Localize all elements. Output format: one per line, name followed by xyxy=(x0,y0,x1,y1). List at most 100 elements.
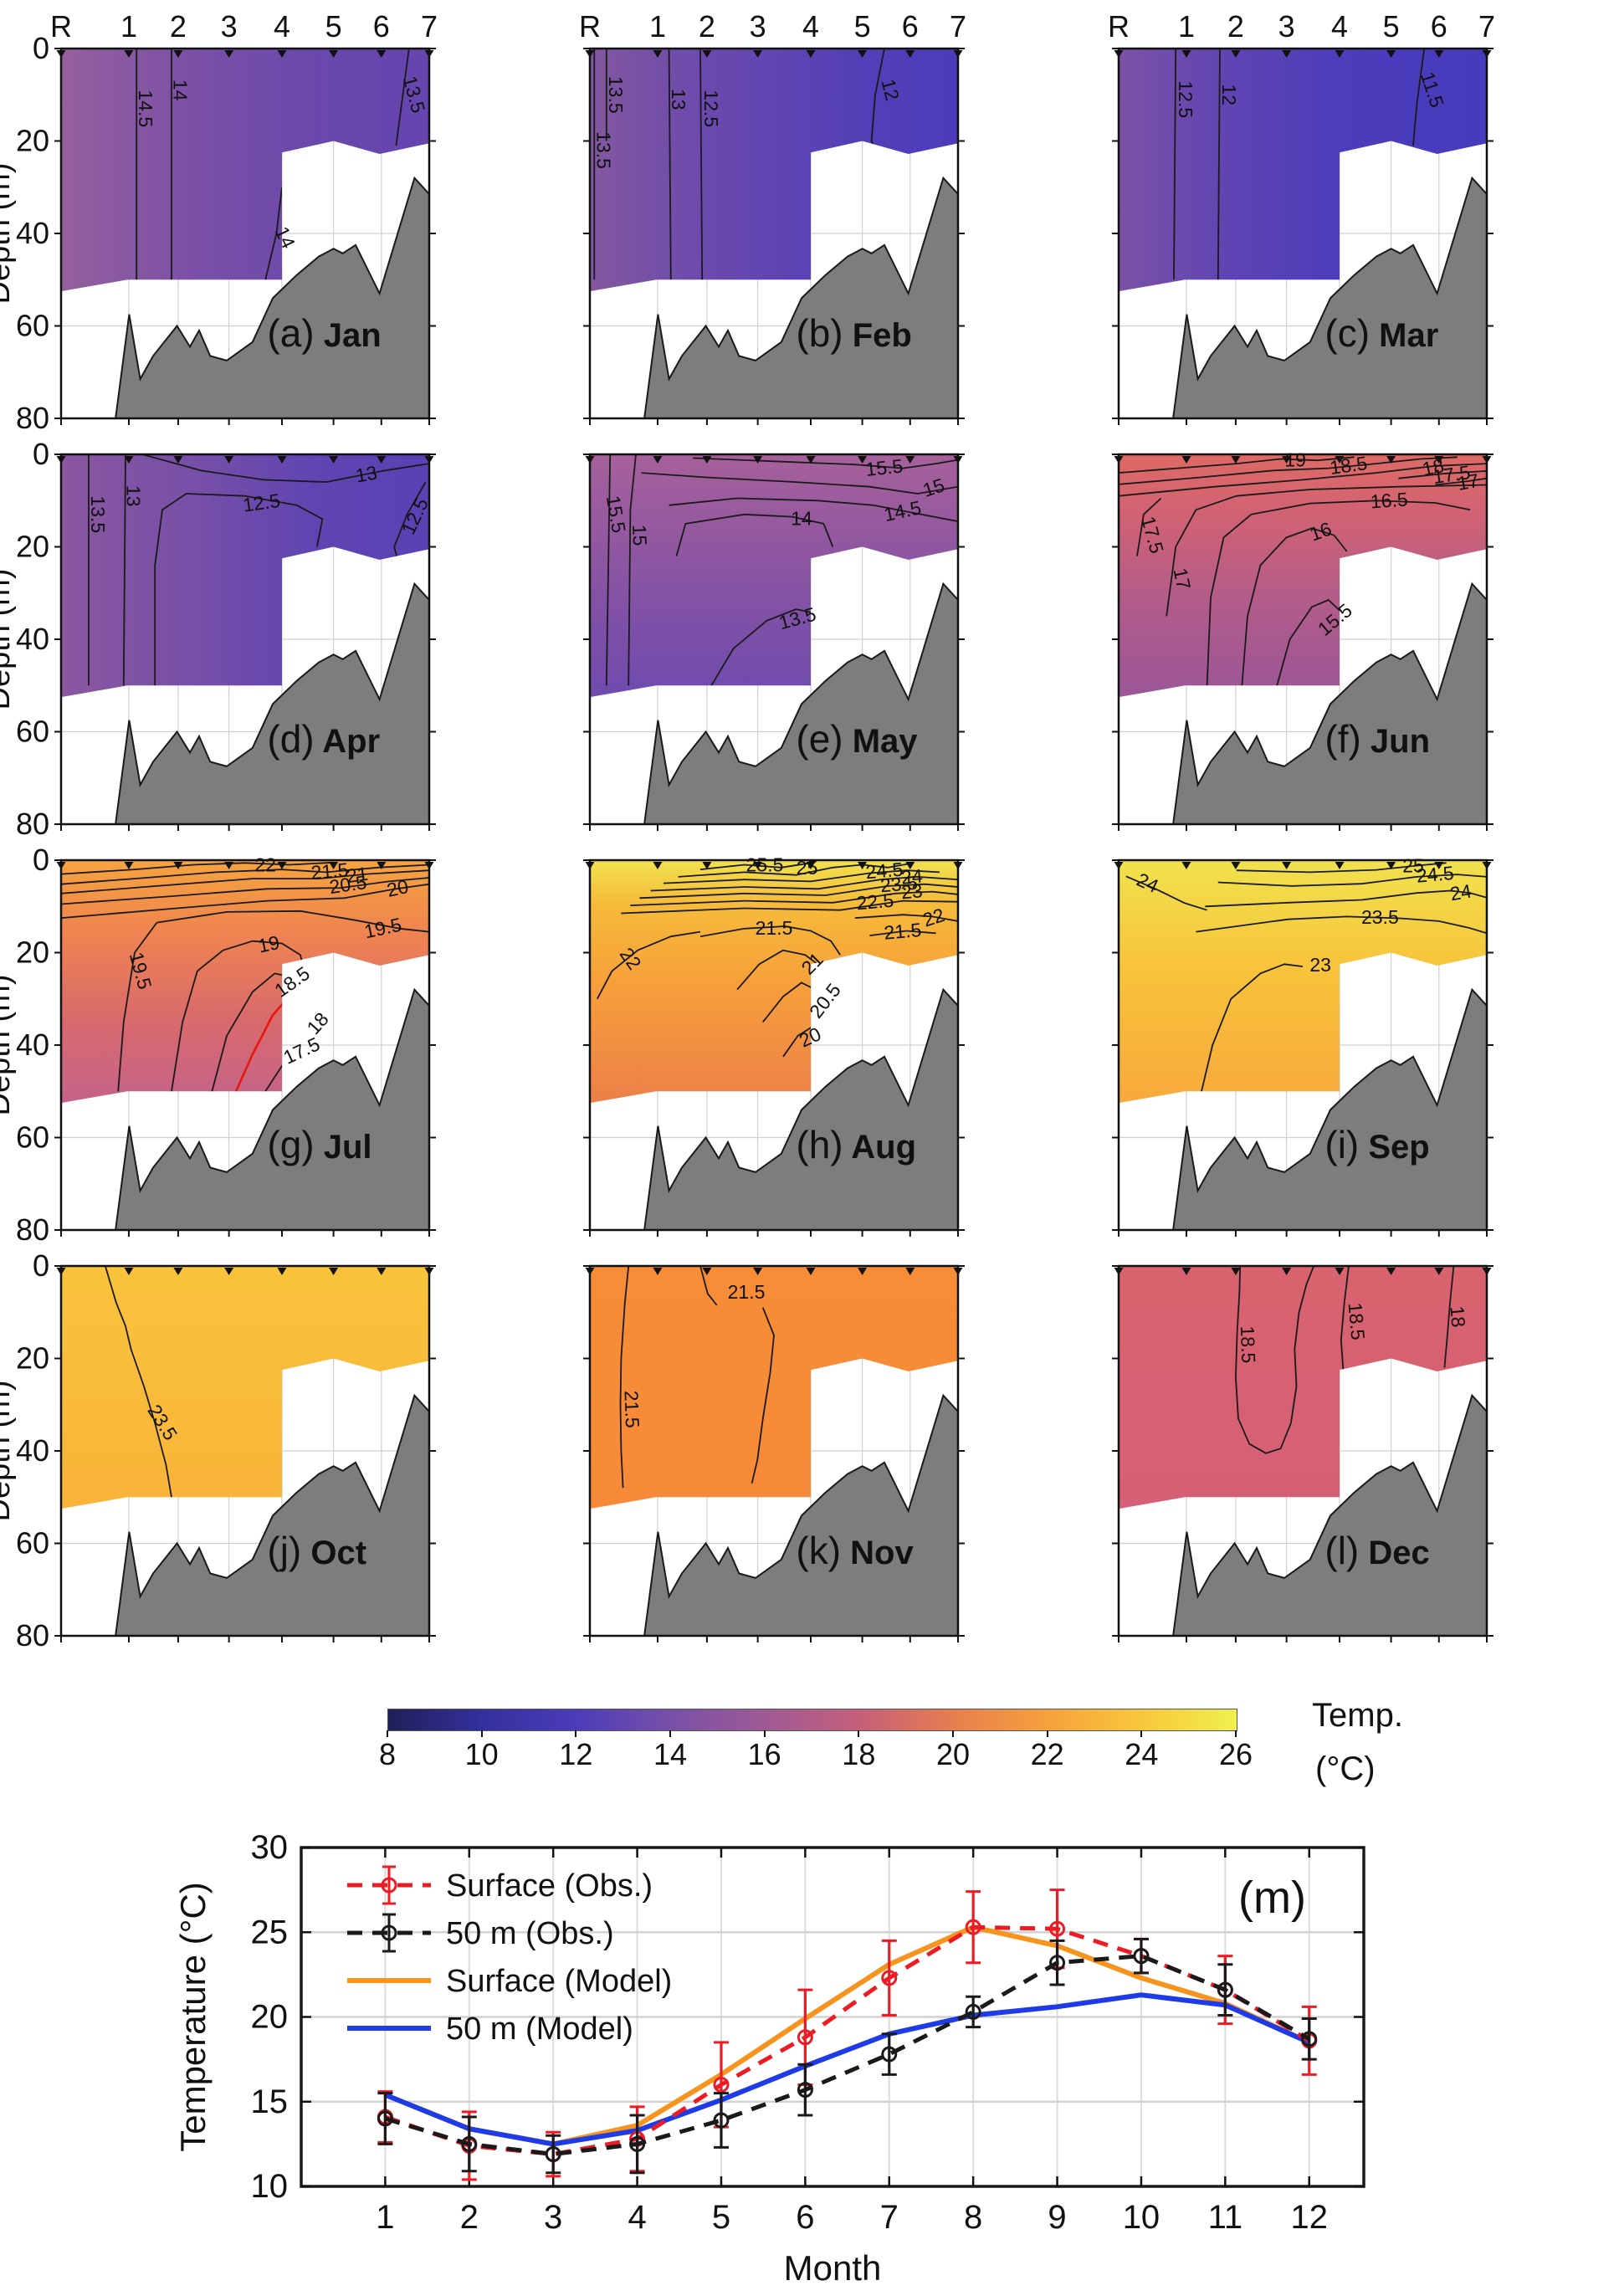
data-marker xyxy=(461,2135,478,2152)
station-label: 4 xyxy=(1331,9,1348,44)
depth-tick-label: 40 xyxy=(16,216,49,250)
contour-lines xyxy=(136,49,410,280)
x-tick-label: 7 xyxy=(880,2199,899,2236)
station-marker-icon xyxy=(424,50,434,58)
contour-label: 19 xyxy=(256,931,281,957)
contour-line xyxy=(61,864,429,885)
contour-line xyxy=(264,187,283,280)
contour-label: 23.5 xyxy=(1361,906,1399,928)
colorbar-tick xyxy=(952,1730,954,1737)
station-label: 7 xyxy=(1478,9,1495,44)
depth-tick-label: 20 xyxy=(16,124,49,158)
station-marker-icon xyxy=(1482,862,1492,869)
contour-label: 14.5 xyxy=(135,90,156,127)
contour-label: 15 xyxy=(628,524,651,546)
station-marker-icon xyxy=(905,1268,915,1275)
contour-label: 25.5 xyxy=(746,853,784,875)
contour-line xyxy=(699,1266,718,1306)
contour-line xyxy=(1217,49,1221,280)
contour-line xyxy=(675,513,834,556)
station-label: R xyxy=(1108,9,1130,44)
contour-lines xyxy=(1235,1266,1455,1454)
contour-line xyxy=(628,454,637,686)
contour-line xyxy=(854,914,958,922)
colorbar-tick xyxy=(1140,1730,1143,1737)
station-marker-icon xyxy=(173,50,183,58)
contour-label: 13 xyxy=(354,461,379,486)
colorbar-tick-label: 10 xyxy=(464,1737,499,1771)
temperature-field xyxy=(61,1266,429,1509)
station-marker-icon xyxy=(1386,1268,1396,1275)
depth-axis-label: Depth (m) xyxy=(0,569,17,710)
station-marker-icon xyxy=(329,456,339,464)
contour-label: 24 xyxy=(900,865,924,889)
contour-line xyxy=(1166,484,1487,617)
month-chart: 1 2 3 4 5 6 7 8 9 10 11 121015202530MonthTemperatur… xyxy=(173,1829,1365,2288)
station-marker-icon xyxy=(905,50,915,58)
contour-line xyxy=(869,930,936,936)
data-marker xyxy=(629,2135,646,2152)
contour-label: 25 xyxy=(1402,854,1424,876)
data-marker xyxy=(965,2003,981,2020)
y-tick-label: 15 xyxy=(251,2083,289,2120)
legend-item-50-m-obs: 50 m (Obs.) xyxy=(347,1913,614,1953)
contour-line xyxy=(1196,915,1487,935)
panel-label: (a) Jan xyxy=(267,311,381,355)
station-marker-icon xyxy=(1386,456,1396,464)
depth-tick-label: 60 xyxy=(16,715,49,749)
data-marker xyxy=(797,2082,813,2099)
station-marker-icon xyxy=(1181,50,1191,58)
y-axis-label: Temperature (°C) xyxy=(173,1882,213,2152)
station-marker-icon xyxy=(377,456,387,464)
contour-line xyxy=(641,472,958,495)
contour-line xyxy=(1217,874,1487,887)
legend-item-50-m-model: 50 m (Model) xyxy=(347,2012,633,2047)
panel-label: (h) Aug xyxy=(796,1123,916,1166)
colorbar-tick-label: 14 xyxy=(653,1737,688,1771)
contour-line xyxy=(699,49,704,280)
station-label: 5 xyxy=(325,9,342,44)
depth-tick-label: 40 xyxy=(16,1433,49,1468)
legend-label: 50 m (Obs.) xyxy=(446,1916,614,1951)
contour-line xyxy=(1236,862,1447,874)
contour-line xyxy=(621,899,958,915)
contour-lines xyxy=(104,1266,172,1498)
contour-line xyxy=(1412,49,1426,146)
contour-line xyxy=(1119,463,1487,497)
station-marker-icon xyxy=(277,1268,287,1275)
contour-line xyxy=(61,869,429,894)
station-label: 4 xyxy=(802,9,819,44)
contour-line xyxy=(156,910,429,933)
legend-label: Surface (Obs.) xyxy=(446,1868,653,1904)
data-marker xyxy=(1217,1981,1233,1998)
station-marker-icon xyxy=(1282,862,1292,869)
legend-item-surface-obs: Surface (Obs.) xyxy=(347,1865,653,1905)
station-marker-icon xyxy=(1181,1268,1191,1275)
contour-label: 23 xyxy=(1309,954,1331,976)
depth-tick-label: 80 xyxy=(16,1212,49,1247)
colorbar-tick xyxy=(575,1730,577,1737)
contour-label: 21.5 xyxy=(756,917,793,939)
data-marker xyxy=(1301,2031,1318,2047)
colorbar-tick-label: 20 xyxy=(935,1737,971,1771)
contour-label: 21.5 xyxy=(621,1390,644,1428)
temperature-field xyxy=(590,49,958,292)
legend-marker xyxy=(381,1877,397,1894)
temperature-field xyxy=(1119,860,1487,1104)
station-marker-icon xyxy=(224,50,234,58)
station-marker-icon xyxy=(224,1268,234,1275)
station-label: 5 xyxy=(854,9,871,44)
station-marker-icon xyxy=(1114,456,1124,464)
x-tick-label: 10 xyxy=(1123,2199,1160,2236)
station-marker-icon xyxy=(585,1268,595,1275)
data-marker xyxy=(1133,1948,1150,1965)
station-label: 2 xyxy=(170,9,187,44)
colorbar-tick xyxy=(669,1730,671,1737)
station-marker-icon xyxy=(424,456,434,464)
data-marker xyxy=(797,2029,813,2046)
station-marker-icon xyxy=(905,456,915,464)
station-marker-icon xyxy=(753,1268,763,1275)
